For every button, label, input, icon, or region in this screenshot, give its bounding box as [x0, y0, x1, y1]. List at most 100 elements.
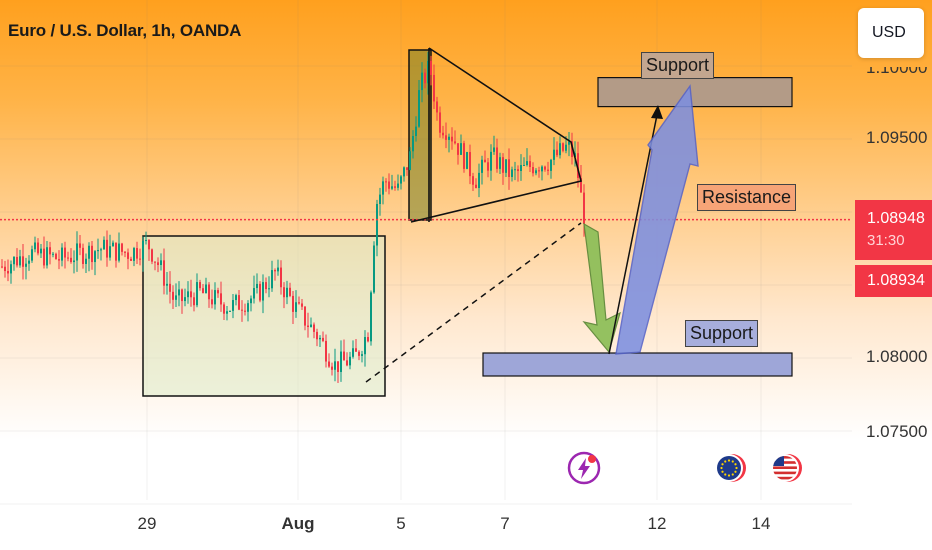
candle-body	[70, 257, 72, 263]
eu-star	[731, 473, 734, 476]
candle-body	[394, 186, 396, 188]
candle-body	[406, 167, 408, 170]
candle-body	[577, 153, 579, 178]
candle-body	[313, 324, 315, 332]
candle-body	[7, 271, 9, 274]
candle-body	[19, 256, 21, 266]
forecast-line-arrowhead	[651, 105, 663, 119]
candle-body	[499, 157, 501, 169]
candle-body	[475, 184, 477, 189]
candle-body	[31, 249, 33, 261]
eu-star	[727, 474, 731, 477]
candle-body	[385, 181, 387, 183]
candle-body	[445, 135, 447, 140]
candle-body	[433, 74, 435, 102]
candle-body	[40, 248, 42, 254]
candle-body	[232, 300, 234, 311]
candle-body	[391, 186, 393, 189]
candle-body	[307, 325, 309, 327]
candle-body	[487, 162, 489, 171]
currency-label: USD	[872, 24, 906, 41]
candle-body	[541, 166, 543, 172]
eu-star	[734, 463, 737, 466]
candle-body	[214, 290, 216, 305]
candle-body	[481, 159, 483, 173]
candle-body	[115, 242, 117, 261]
candle-body	[514, 169, 516, 171]
candle-body	[253, 288, 255, 299]
candle-body	[124, 251, 126, 253]
candle-body	[64, 247, 66, 258]
candle-body	[496, 147, 498, 169]
lightning-event-icon[interactable]	[567, 451, 601, 485]
drawing-boxes	[142, 49, 793, 397]
candle-body	[82, 247, 84, 264]
candle-body	[58, 259, 60, 261]
candle-body	[244, 310, 246, 312]
candle-body	[271, 270, 273, 289]
candle-body	[37, 242, 39, 254]
candle-body	[136, 248, 138, 259]
candle-body	[343, 351, 345, 361]
candle-body	[379, 194, 381, 204]
currency-button[interactable]: USD	[858, 8, 924, 58]
candle-body	[316, 331, 318, 340]
us-flag-icon[interactable]	[769, 451, 803, 485]
candle-body	[4, 266, 6, 272]
candle-body	[109, 246, 111, 258]
candle-body	[97, 250, 99, 252]
candle-body	[511, 169, 513, 177]
candle-body	[193, 297, 195, 306]
candle-body	[454, 141, 456, 144]
candle-body	[409, 151, 411, 170]
candle-body	[172, 291, 174, 300]
candle-body	[460, 143, 462, 155]
candle-body	[556, 149, 558, 156]
candle-body	[154, 261, 156, 263]
candle-body	[304, 306, 306, 326]
forecast-line-up	[608, 109, 659, 355]
x-tick-label: Aug	[281, 514, 315, 533]
candle-body	[202, 288, 204, 294]
x-tick-label: 14	[751, 514, 771, 533]
candle-body	[418, 90, 420, 127]
candle-body	[274, 270, 276, 272]
candle-body	[580, 177, 582, 193]
candle-body	[358, 351, 360, 356]
candle-body	[361, 354, 363, 356]
chart-title: Euro / U.S. Dollar, 1h, OANDA	[8, 21, 242, 40]
candle-body	[466, 152, 468, 169]
eu-flag-icon[interactable]	[713, 451, 747, 485]
candle-body	[442, 132, 444, 136]
candle-body	[49, 247, 51, 255]
candle-body	[451, 136, 453, 142]
support-top-zone	[597, 76, 793, 108]
candle-body	[277, 267, 279, 272]
candle-body	[286, 287, 288, 298]
candle-body	[208, 284, 210, 300]
candle-body	[373, 245, 375, 293]
candle-body	[73, 260, 75, 263]
candle-body	[310, 324, 312, 327]
candle-body	[160, 260, 162, 265]
candle-body	[1, 266, 3, 268]
eu-star	[734, 470, 737, 473]
eu-star	[721, 463, 724, 466]
candle-body	[238, 295, 240, 310]
candle-body	[364, 337, 366, 355]
x-tick-label: 12	[647, 514, 667, 533]
candle-body	[340, 351, 342, 372]
candle-body	[268, 288, 270, 290]
candle-body	[121, 243, 123, 252]
candle-body	[463, 143, 465, 169]
candle-body	[400, 176, 402, 184]
candle-body	[256, 283, 258, 289]
candle-body	[565, 144, 567, 151]
candle-body	[352, 348, 354, 357]
candle-body	[469, 152, 471, 177]
candle-body	[535, 170, 537, 174]
candle-body	[145, 240, 147, 242]
candle-body	[502, 157, 504, 173]
candle-body	[85, 258, 87, 264]
